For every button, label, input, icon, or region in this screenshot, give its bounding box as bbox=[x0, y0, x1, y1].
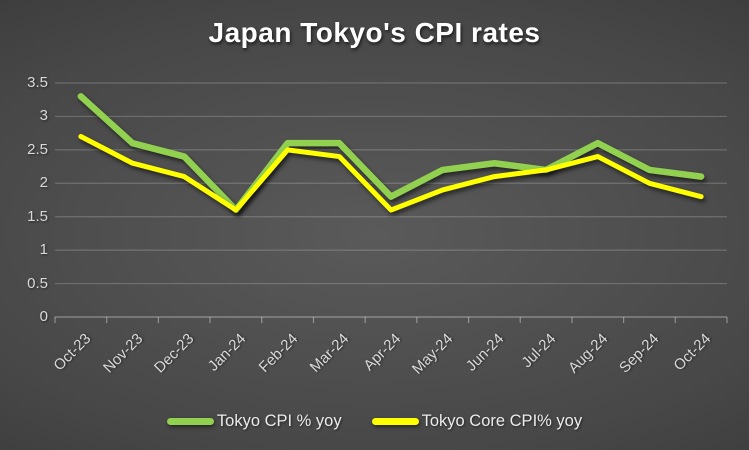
y-axis-label: 1.5 bbox=[27, 207, 48, 225]
legend-label-tokyo-core-cpi: Tokyo Core CPI% yoy bbox=[421, 411, 583, 430]
y-axis-label: 0.5 bbox=[27, 274, 48, 292]
chart-legend: Tokyo CPI % yoy Tokyo Core CPI% yoy bbox=[0, 406, 749, 436]
chart-title: Japan Tokyo's CPI rates bbox=[208, 17, 541, 48]
y-axis-label: 1 bbox=[39, 241, 48, 259]
tokyo-core-cpi-line-swatch bbox=[371, 417, 419, 425]
series-line-tokyo-core-cpi bbox=[78, 133, 704, 213]
y-axis-label: 3.5 bbox=[27, 74, 48, 91]
y-axis-label: 3 bbox=[39, 107, 48, 125]
y-axis-label: 0 bbox=[39, 308, 48, 325]
legend-label-tokyo-cpi: Tokyo CPI % yoy bbox=[216, 411, 342, 430]
tokyo-cpi-line-swatch bbox=[166, 417, 214, 425]
y-axis-label: 2 bbox=[39, 174, 48, 192]
series-line-tokyo-cpi bbox=[77, 93, 705, 214]
legend-item-tokyo-cpi: Tokyo CPI % yoy bbox=[166, 411, 342, 431]
y-axis-label: 2.5 bbox=[27, 140, 48, 158]
legend-item-tokyo-core-cpi: Tokyo Core CPI% yoy bbox=[371, 411, 583, 431]
